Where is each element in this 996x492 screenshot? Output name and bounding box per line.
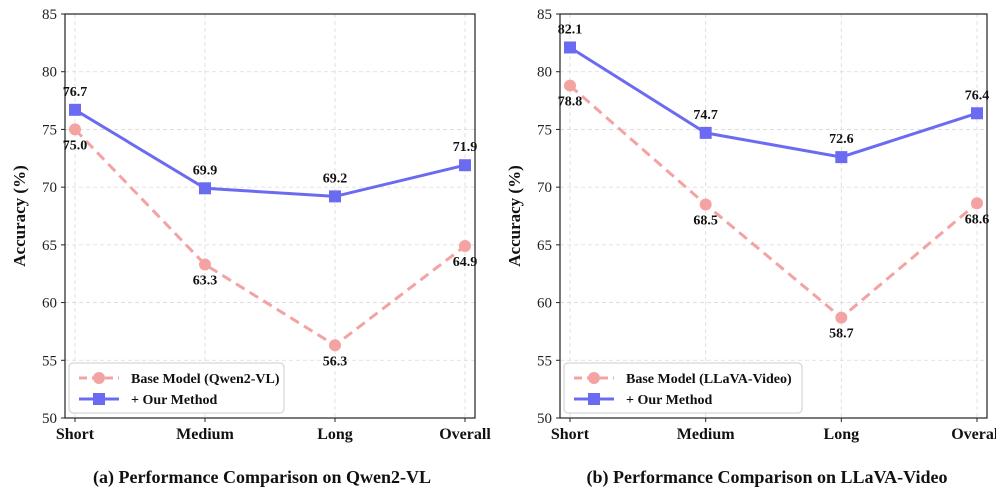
data-label-b-1-1: 74.7 bbox=[693, 108, 718, 123]
point-a-1-3 bbox=[459, 159, 471, 172]
point-b-1-2 bbox=[835, 151, 848, 164]
point-b-1-3 bbox=[971, 107, 983, 120]
series-line-a-1 bbox=[74, 108, 466, 198]
data-label-b-0-2: 58.7 bbox=[829, 327, 854, 342]
data-label-a-1-1: 69.9 bbox=[193, 163, 218, 178]
data-label-a-0-2: 56.3 bbox=[323, 354, 348, 369]
point-b-0-0 bbox=[564, 79, 576, 92]
point-b-0-3 bbox=[971, 197, 983, 210]
chart-caption-b: (b) Performance Comparison on LLaVA-Vide… bbox=[587, 467, 948, 488]
point-b-1-1 bbox=[699, 126, 712, 139]
plot-frame-a bbox=[64, 13, 476, 419]
legend-label-a-1: + Our Method bbox=[131, 393, 217, 408]
point-b-0-2 bbox=[835, 311, 848, 324]
xtick-label-b-1: Medium bbox=[677, 426, 735, 443]
data-label-a-0-0: 75.0 bbox=[63, 138, 88, 153]
legend-label-a-0: Base Model (Qwen2-VL) bbox=[131, 372, 280, 387]
ytick-label-b-5: 75 bbox=[537, 122, 552, 138]
xtick-label-a-3: Overall bbox=[439, 426, 491, 443]
ytick-label-a-4: 70 bbox=[42, 180, 57, 196]
series-line-b-1 bbox=[569, 46, 978, 159]
legend-marker-b-0 bbox=[588, 372, 600, 384]
data-label-a-1-2: 69.2 bbox=[323, 171, 348, 186]
ytick-label-a-6: 80 bbox=[42, 65, 57, 81]
ytick-label-b-0: 50 bbox=[537, 411, 552, 427]
ytick-label-a-1: 55 bbox=[42, 353, 57, 369]
legend-box-a bbox=[68, 362, 285, 414]
point-a-0-1 bbox=[199, 258, 211, 271]
ytick-label-a-5: 75 bbox=[42, 122, 57, 138]
point-a-1-1 bbox=[199, 182, 211, 195]
xtick-label-a-2: Long bbox=[317, 426, 353, 443]
xtick-label-a-1: Medium bbox=[176, 426, 234, 443]
data-label-b-1-2: 72.6 bbox=[829, 132, 854, 147]
data-label-b-0-3: 68.6 bbox=[965, 212, 990, 227]
point-a-1-2 bbox=[329, 190, 341, 203]
ytick-label-b-7: 85 bbox=[537, 7, 552, 23]
ytick-label-a-7: 85 bbox=[42, 7, 57, 23]
point-a-0-3 bbox=[459, 240, 471, 253]
data-label-b-0-1: 68.5 bbox=[693, 213, 718, 228]
legend-box-b bbox=[563, 362, 803, 414]
y-axis-label-a: Accuracy (%) bbox=[10, 165, 29, 267]
legend-marker-b-1 bbox=[588, 393, 600, 405]
point-a-1-0 bbox=[69, 103, 81, 116]
ytick-label-a-0: 50 bbox=[42, 411, 57, 427]
data-label-a-0-3: 64.9 bbox=[453, 255, 478, 270]
y-axis-label-b: Accuracy (%) bbox=[505, 165, 524, 267]
xtick-label-b-2: Long bbox=[824, 426, 860, 443]
legend-label-b-1: + Our Method bbox=[626, 393, 712, 408]
point-a-0-0 bbox=[69, 123, 81, 136]
legend-marker-a-0 bbox=[93, 372, 105, 384]
series-line-b-0 bbox=[569, 84, 978, 320]
series-line-a-0 bbox=[73, 128, 466, 348]
ytick-label-b-1: 55 bbox=[537, 353, 552, 369]
point-a-0-2 bbox=[329, 339, 341, 352]
data-label-a-0-1: 63.3 bbox=[193, 273, 218, 288]
xtick-label-a-0: Short bbox=[56, 426, 95, 443]
chart-caption-a: (a) Performance Comparison on Qwen2-VL bbox=[93, 467, 431, 488]
data-label-b-0-0: 78.8 bbox=[558, 95, 583, 110]
data-label-b-1-0: 82.1 bbox=[558, 22, 583, 37]
ytick-label-b-2: 60 bbox=[537, 296, 552, 312]
data-label-a-1-0: 76.7 bbox=[63, 85, 88, 100]
xtick-label-b-0: Short bbox=[551, 426, 590, 443]
data-label-a-1-3: 71.9 bbox=[453, 140, 478, 155]
legend-marker-a-1 bbox=[93, 393, 105, 405]
ytick-label-a-3: 65 bbox=[42, 238, 57, 254]
ytick-label-b-3: 65 bbox=[537, 238, 552, 254]
ytick-label-b-4: 70 bbox=[537, 180, 552, 196]
ytick-label-b-6: 80 bbox=[537, 65, 552, 81]
data-label-b-1-3: 76.4 bbox=[965, 88, 990, 103]
plot-frame-b bbox=[559, 13, 988, 419]
ytick-label-a-2: 60 bbox=[42, 296, 57, 312]
xtick-label-b-3: Overall bbox=[951, 426, 996, 443]
point-b-1-0 bbox=[564, 41, 576, 54]
point-b-0-1 bbox=[699, 198, 712, 211]
legend-label-b-0: Base Model (LLaVA-Video) bbox=[626, 372, 792, 387]
